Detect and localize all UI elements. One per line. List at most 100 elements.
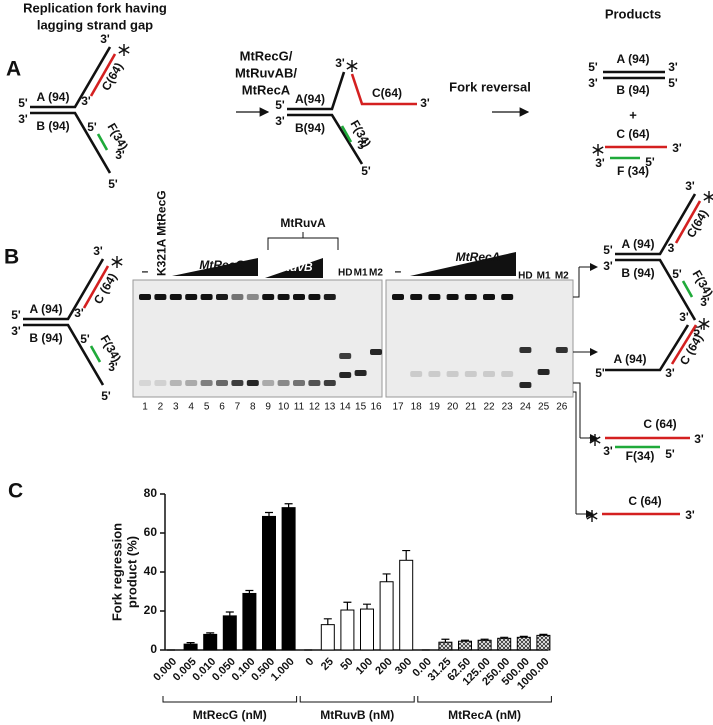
label: A(94): [295, 92, 325, 106]
group-label: MtRuvB (nM): [320, 708, 394, 722]
label: 14: [340, 402, 352, 413]
gel-band: [139, 294, 151, 300]
label: M2: [555, 271, 569, 282]
strand: [287, 113, 364, 165]
error-bar: [245, 589, 254, 594]
gel-band: [169, 294, 182, 300]
gel-band: [262, 380, 275, 386]
error-bar: [539, 633, 548, 636]
x-tick-label: 50: [338, 656, 355, 673]
label: 3': [685, 508, 695, 522]
bar: [536, 634, 551, 651]
gel-band: [216, 294, 228, 300]
x-tick-label: 100: [354, 656, 375, 677]
strand: [681, 280, 694, 298]
strand: [23, 323, 105, 386]
bar: [183, 643, 198, 651]
asterisk: [586, 510, 598, 522]
label: 3': [672, 141, 682, 155]
gel-band: [410, 371, 423, 377]
products-title: Products: [605, 6, 661, 21]
label: 16: [370, 402, 382, 413]
asterisk: [589, 434, 601, 446]
gel-band: [428, 371, 441, 377]
gel-band: [323, 294, 336, 300]
bar: [262, 515, 276, 651]
y-tick-label: 80: [144, 486, 158, 500]
label: 5': [603, 243, 613, 257]
error-bar: [519, 635, 528, 638]
label: 3': [685, 179, 695, 193]
label: 4: [188, 402, 194, 413]
label: 23: [502, 402, 514, 413]
label: F (34): [617, 164, 649, 178]
label: MtRecA: [456, 250, 501, 264]
gel-band: [501, 294, 514, 300]
label: HD: [338, 268, 352, 279]
label: 5': [645, 155, 655, 169]
gel-band: [428, 294, 441, 300]
label: 3': [357, 138, 367, 152]
group-bracket: [162, 696, 298, 703]
label: M1: [537, 271, 551, 282]
label: 3: [668, 241, 675, 255]
label: HD: [518, 271, 532, 282]
label: 12: [309, 402, 321, 413]
label: 3': [275, 114, 285, 128]
label: 5': [665, 447, 675, 461]
wedge: [172, 258, 258, 276]
label: 3': [420, 96, 430, 110]
gel-band: [308, 380, 321, 386]
gel-band: [293, 294, 305, 300]
label: M1: [354, 268, 368, 279]
plus: +: [629, 107, 637, 122]
strand: [615, 193, 697, 256]
gel-band: [339, 353, 352, 359]
gel-band: [354, 370, 367, 376]
gel-band: [154, 294, 167, 300]
strand: [670, 324, 698, 365]
error-bar: [186, 641, 195, 645]
gel-band: [231, 294, 244, 300]
label: C (64): [643, 417, 676, 431]
label: 3': [665, 366, 675, 380]
gel-band: [246, 380, 259, 386]
step-label: Fork reversal: [449, 79, 531, 94]
label: A (94): [614, 352, 647, 366]
label: 7: [235, 402, 241, 413]
bracket: [267, 232, 339, 250]
label: 3': [81, 94, 91, 108]
label: K321A MtRecG: [155, 190, 169, 276]
error-bar: [480, 638, 489, 641]
gel-band: [464, 294, 477, 300]
gel-band: [169, 380, 182, 386]
label: 19: [429, 402, 441, 413]
gel-band: [339, 372, 352, 378]
group-label: MtRecG (nM): [193, 708, 267, 722]
title-line: Replication fork having: [23, 0, 167, 15]
label: 3: [173, 402, 179, 413]
label: 5: [204, 402, 210, 413]
wedge: [265, 258, 323, 278]
strand: [96, 133, 109, 151]
gel-band: [446, 294, 459, 300]
gel-band: [277, 294, 290, 300]
gel-band: [483, 371, 495, 377]
group-bracket: [417, 696, 552, 703]
label: 26: [556, 402, 568, 413]
label: 6: [219, 402, 225, 413]
error-bar: [206, 632, 215, 635]
error-bar: [343, 601, 352, 611]
gel-band: [246, 294, 259, 300]
label: 3': [668, 60, 678, 74]
bar: [438, 641, 453, 651]
panel-label: C: [8, 480, 23, 503]
label: 3': [700, 295, 710, 309]
label: 5': [108, 177, 118, 191]
label: 5': [80, 332, 90, 346]
label: A (94): [30, 302, 63, 316]
label: 22: [483, 402, 495, 413]
label: M2: [369, 268, 383, 279]
